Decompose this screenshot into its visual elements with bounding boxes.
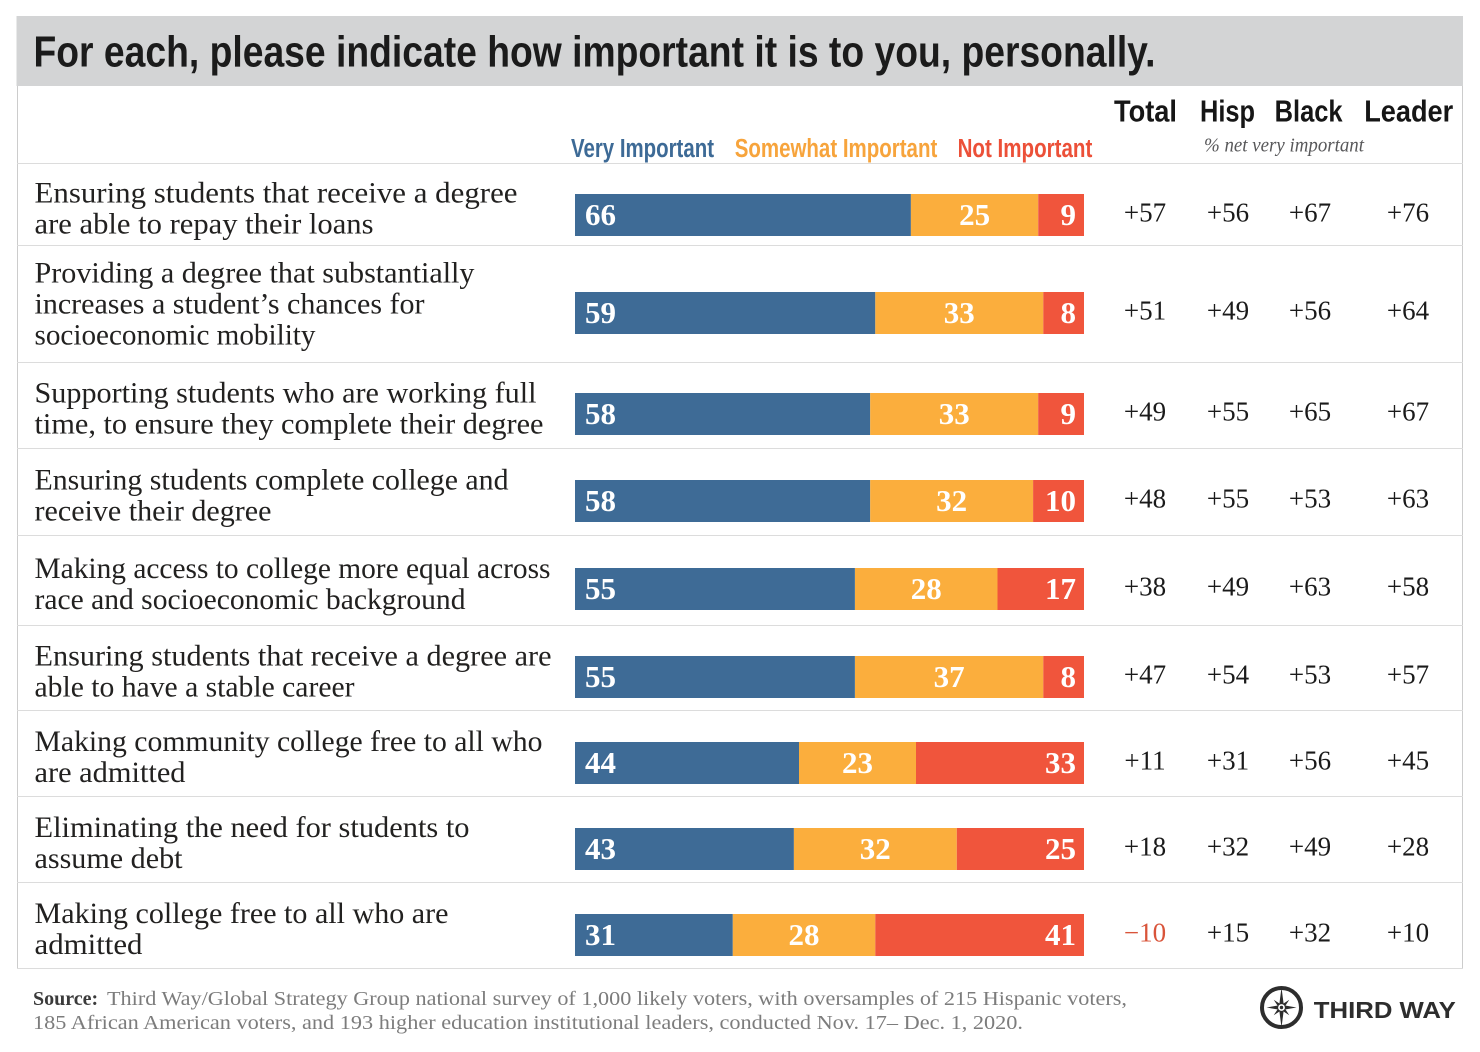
svg-text:+56: +56 [1289, 745, 1331, 775]
svg-text:17: 17 [1045, 571, 1076, 606]
svg-text:+28: +28 [1387, 831, 1429, 861]
svg-text:+57: +57 [1124, 197, 1166, 227]
svg-text:37: 37 [934, 659, 965, 694]
svg-text:socioeconomic mobility: socioeconomic mobility [35, 319, 316, 352]
svg-text:+32: +32 [1289, 917, 1331, 947]
svg-text:+51: +51 [1124, 295, 1166, 325]
svg-text:58: 58 [585, 396, 616, 431]
svg-text:44: 44 [585, 745, 616, 780]
svg-text:Eliminating the need for stude: Eliminating the need for students to [35, 811, 470, 844]
svg-text:Making access to college more: Making access to college more equal acro… [35, 552, 551, 585]
svg-text:Making community college free: Making community college free to all who [35, 725, 543, 758]
svg-text:+45: +45 [1387, 745, 1429, 775]
svg-text:Very Important: Very Important [571, 135, 714, 163]
svg-text:31: 31 [585, 917, 616, 952]
svg-text:% net very important: % net very important [1204, 135, 1364, 157]
svg-text:+67: +67 [1387, 396, 1429, 426]
svg-text:+63: +63 [1289, 571, 1331, 601]
svg-text:Providing a degree that substa: Providing a degree that substantially [35, 257, 475, 290]
svg-text:Hisp: Hisp [1200, 94, 1255, 128]
svg-text:23: 23 [842, 745, 873, 780]
svg-text:+32: +32 [1207, 831, 1249, 861]
svg-text:+56: +56 [1207, 197, 1249, 227]
svg-text:25: 25 [959, 197, 990, 232]
svg-text:25: 25 [1045, 831, 1076, 866]
svg-text:+57: +57 [1387, 659, 1429, 689]
svg-text:9: 9 [1061, 396, 1077, 431]
svg-text:receive their degree: receive their degree [35, 495, 272, 528]
svg-text:+31: +31 [1207, 745, 1249, 775]
svg-text:28: 28 [911, 571, 942, 606]
svg-text:+63: +63 [1387, 483, 1429, 513]
svg-text:able to have a stable career: able to have a stable career [35, 671, 355, 704]
svg-text:race and socioeconomic backgro: race and socioeconomic background [35, 583, 466, 616]
svg-text:admitted: admitted [35, 928, 143, 961]
svg-text:+67: +67 [1289, 197, 1331, 227]
svg-text:43: 43 [585, 831, 616, 866]
svg-text:33: 33 [944, 295, 975, 330]
svg-text:are able to repay their loans: are able to repay their loans [35, 208, 374, 241]
svg-text:increases a student’s chances: increases a student’s chances for [35, 288, 425, 321]
svg-text:+54: +54 [1207, 659, 1250, 689]
svg-text:58: 58 [585, 483, 616, 518]
svg-text:+55: +55 [1207, 396, 1249, 426]
svg-text:+76: +76 [1387, 197, 1429, 227]
svg-text:32: 32 [936, 483, 967, 518]
svg-text:185 African American voters, a: 185 African American voters, and 193 hig… [33, 1012, 1023, 1034]
svg-text:Ensuring students that receive: Ensuring students that receive a degree [35, 177, 518, 210]
svg-text:Ensuring students that receive: Ensuring students that receive a degree … [35, 640, 552, 673]
svg-text:+15: +15 [1207, 917, 1249, 947]
svg-text:33: 33 [939, 396, 970, 431]
svg-text:55: 55 [585, 659, 616, 694]
svg-text:+18: +18 [1124, 831, 1166, 861]
svg-text:+49: +49 [1124, 396, 1166, 426]
svg-text:assume debt: assume debt [35, 842, 184, 875]
svg-text:−10: −10 [1124, 917, 1166, 947]
svg-text:Source:: Source: [33, 988, 98, 1010]
svg-text:Supporting students who are wo: Supporting students who are working full [35, 377, 537, 410]
svg-text:+10: +10 [1387, 917, 1429, 947]
svg-text:+49: +49 [1289, 831, 1331, 861]
svg-text:32: 32 [860, 831, 891, 866]
svg-text:+48: +48 [1124, 483, 1166, 513]
svg-text:+53: +53 [1289, 483, 1331, 513]
svg-text:Somewhat Important: Somewhat Important [735, 135, 938, 163]
svg-text:Total: Total [1114, 94, 1177, 128]
svg-text:+64: +64 [1387, 295, 1430, 325]
svg-text:33: 33 [1045, 745, 1076, 780]
svg-text:For each, please indicate how: For each, please indicate how important … [34, 28, 1156, 76]
svg-text:Third Way/Global Strategy Grou: Third Way/Global Strategy Group national… [107, 988, 1127, 1010]
svg-text:28: 28 [789, 917, 820, 952]
svg-text:59: 59 [585, 295, 616, 330]
svg-text:+56: +56 [1289, 295, 1331, 325]
svg-text:+55: +55 [1207, 483, 1249, 513]
svg-text:+53: +53 [1289, 659, 1331, 689]
svg-text:55: 55 [585, 571, 616, 606]
svg-text:THIRD WAY: THIRD WAY [1314, 997, 1457, 1023]
svg-text:+49: +49 [1207, 295, 1249, 325]
svg-text:time, to ensure they complete: time, to ensure they complete their degr… [35, 408, 544, 441]
svg-text:Leader: Leader [1364, 94, 1453, 128]
svg-text:Making college free to all who: Making college free to all who are [35, 897, 449, 930]
svg-text:8: 8 [1061, 659, 1077, 694]
svg-text:+49: +49 [1207, 571, 1249, 601]
svg-text:are admitted: are admitted [35, 756, 186, 789]
svg-text:+58: +58 [1387, 571, 1429, 601]
svg-text:+38: +38 [1124, 571, 1166, 601]
svg-text:+11: +11 [1124, 745, 1165, 775]
svg-text:41: 41 [1045, 917, 1076, 952]
svg-text:Not Important: Not Important [958, 135, 1093, 163]
svg-text:8: 8 [1061, 295, 1077, 330]
svg-text:66: 66 [585, 197, 616, 232]
svg-text:+47: +47 [1124, 659, 1166, 689]
svg-text:Black: Black [1275, 94, 1344, 128]
svg-text:+65: +65 [1289, 396, 1331, 426]
svg-text:Ensuring students complete col: Ensuring students complete college and [35, 464, 509, 497]
svg-text:10: 10 [1045, 483, 1076, 518]
svg-text:9: 9 [1061, 197, 1077, 232]
